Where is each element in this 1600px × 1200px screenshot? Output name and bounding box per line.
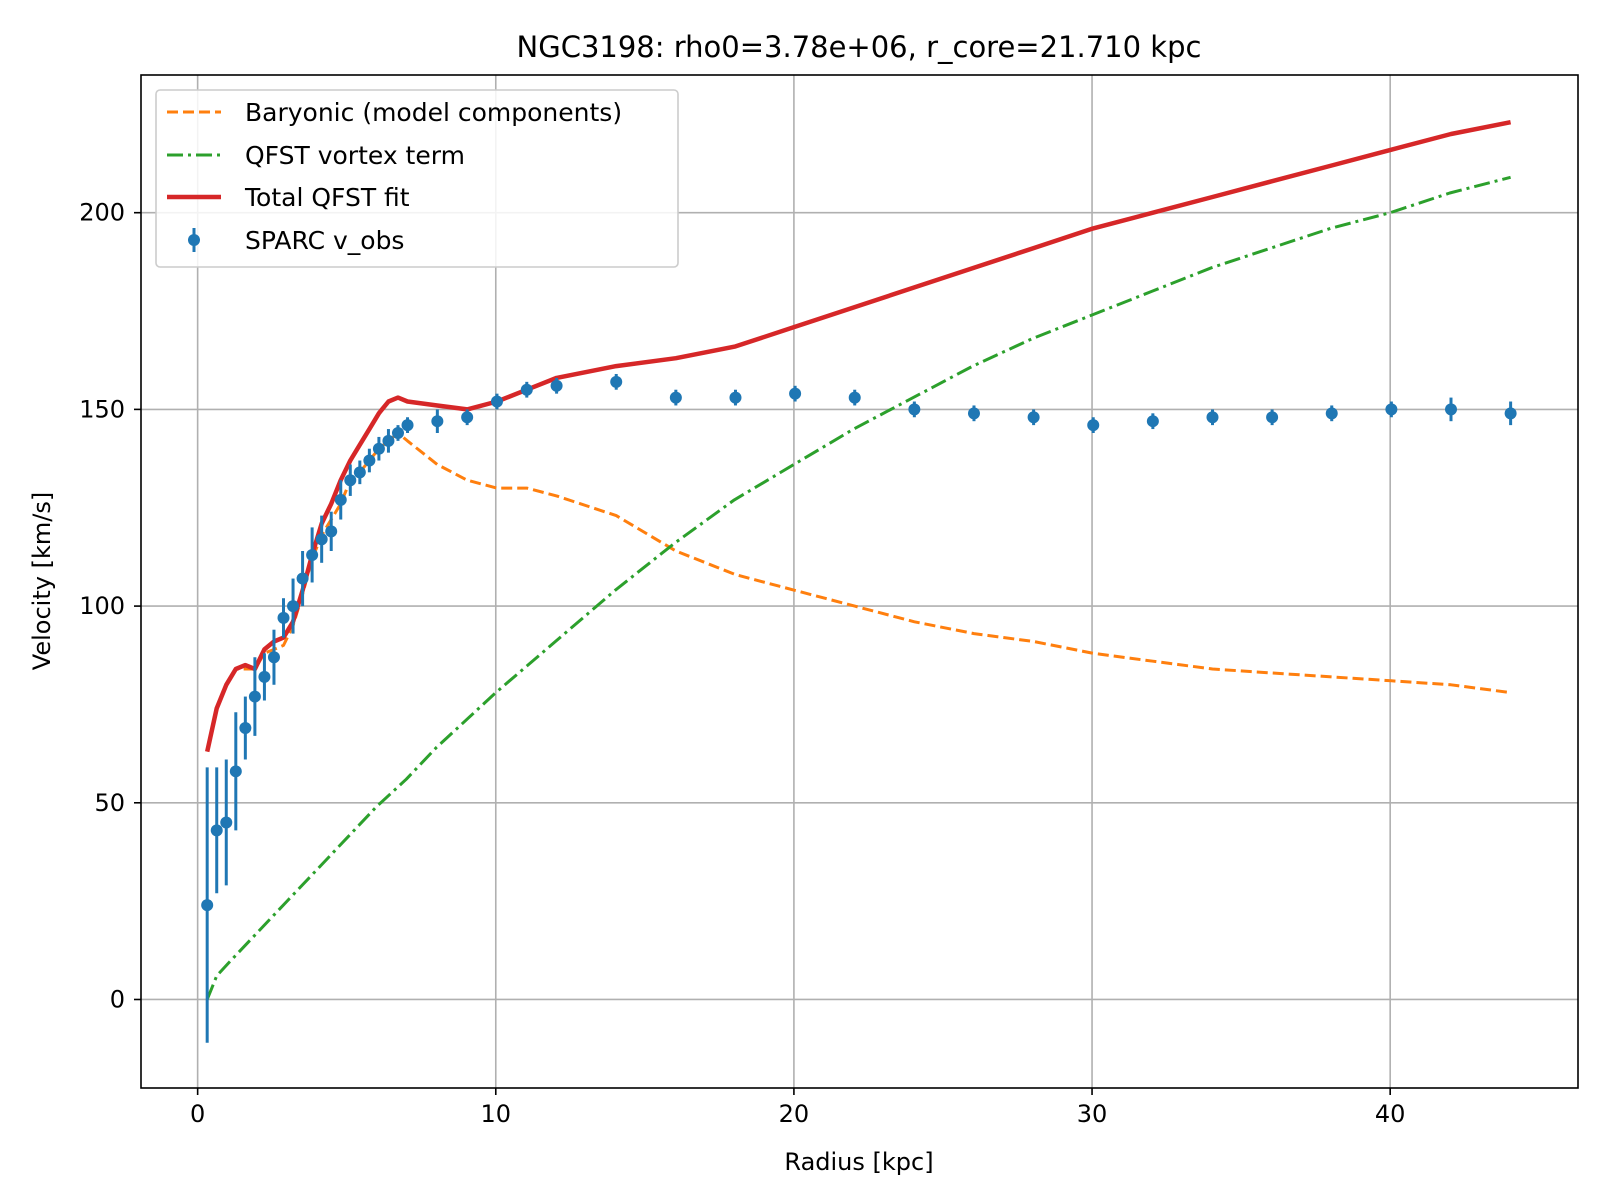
legend-frame (155, 89, 679, 268)
y-tick-label: 100 (79, 592, 125, 620)
legend-swatch-observed-marker (188, 234, 200, 246)
legend-label-total: Total QFST fit (244, 183, 410, 212)
observed-point (1325, 407, 1338, 420)
observed-point (1444, 403, 1457, 416)
observed-point (401, 419, 414, 432)
observed-point (363, 454, 376, 467)
observed-point (908, 403, 921, 416)
plot-series (201, 119, 1517, 1043)
observed-point (1504, 407, 1517, 420)
axis-ticks: 0 10 20 30 40 0 50 100 150 200 (79, 199, 1405, 1128)
y-tick-label: 0 (110, 985, 125, 1013)
observed-point (461, 411, 474, 424)
observed-point (967, 407, 980, 420)
observed-point (391, 426, 404, 439)
observed-point (729, 391, 742, 404)
observed-point (201, 899, 214, 912)
observed-point (1146, 415, 1159, 428)
observed-point (789, 387, 802, 400)
observed-point (1385, 403, 1398, 416)
x-tick-label: 40 (1375, 1100, 1406, 1128)
x-tick-label: 30 (1077, 1100, 1108, 1128)
observed-point (325, 525, 338, 538)
observed-point (520, 383, 533, 396)
observed-point (431, 415, 444, 428)
observed-point (353, 466, 366, 479)
legend-label-observed: SPARC v_obs (245, 226, 404, 255)
observed-point (334, 493, 347, 506)
y-axis-label: Velocity [km/s] (28, 492, 56, 670)
observed-point (669, 391, 682, 404)
observed-point (490, 395, 503, 408)
chart-title: NGC3198: rho0=3.78e+06, r_core=21.710 kp… (517, 30, 1202, 64)
legend: Baryonic (model components) QFST vortex … (155, 89, 679, 268)
observed-point (848, 391, 861, 404)
observed-point (610, 375, 623, 388)
observed-point (1266, 411, 1279, 424)
observed-point (372, 442, 385, 455)
observed-point (229, 765, 242, 778)
observed-point (315, 533, 328, 546)
legend-label-vortex: QFST vortex term (245, 141, 465, 170)
observed-point (239, 722, 252, 735)
observed-point (258, 670, 271, 683)
vortex-line (205, 175, 1511, 1001)
observed-point (296, 572, 309, 585)
observed-point (344, 474, 357, 487)
plot-frame (140, 74, 1579, 1089)
observed-point (550, 379, 563, 392)
observed-point (306, 548, 319, 561)
y-tick-label: 50 (94, 789, 125, 817)
observed-point (248, 690, 261, 703)
x-tick-label: 0 (190, 1100, 205, 1128)
observed-point (220, 816, 233, 829)
x-tick-label: 10 (481, 1100, 512, 1128)
observed-point (210, 824, 223, 837)
y-tick-label: 200 (79, 199, 125, 227)
observed-point (277, 611, 290, 624)
observed-point (1027, 411, 1040, 424)
legend-label-baryonic: Baryonic (model components) (245, 98, 622, 127)
observed-point (267, 651, 280, 664)
observed-point (287, 600, 300, 613)
observed-point (1206, 411, 1219, 424)
observed-point (382, 434, 395, 447)
x-tick-label: 20 (779, 1100, 810, 1128)
observed-point (1087, 419, 1100, 432)
x-axis-label: Radius [kpc] (784, 1148, 933, 1176)
y-tick-label: 150 (79, 395, 125, 423)
